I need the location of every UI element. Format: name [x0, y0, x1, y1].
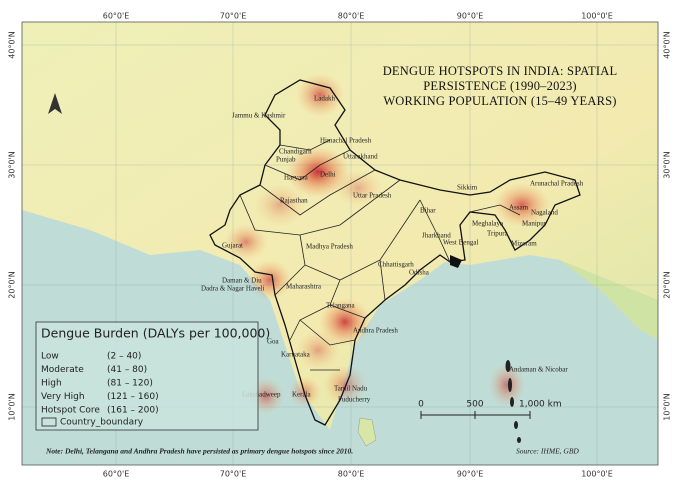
region-label: Bihar [420, 207, 436, 215]
region-label: Dadra & Nagar Haveli [201, 285, 265, 293]
state-boundaries [239, 139, 521, 371]
region-label: Rajasthan [280, 197, 308, 205]
lon-label: 70°0'E [220, 470, 247, 479]
region-label: Manipur [522, 220, 547, 228]
graticule-labels: 60°0'E 70°0'E 80°0'E 90°0'E 100°0'E 60°0… [8, 12, 672, 479]
lat-label: 30°0'N [663, 151, 672, 178]
lon-label: 80°0'E [338, 470, 365, 479]
region-label: Puducherry [338, 396, 371, 404]
region-label: Uttarakhand [343, 153, 378, 161]
region-label: Arunachal Pradesh [530, 180, 584, 188]
legend-class: Hotspot Core [41, 406, 100, 416]
region-label: Odisha [409, 269, 430, 277]
lon-label: 100°0'E [581, 470, 613, 479]
lon-label: 80°0'E [338, 12, 365, 21]
region-label: Andhra Pradesh [353, 327, 398, 335]
lat-label: 20°0'N [663, 271, 672, 298]
region-label: Jammu & Kashmir [232, 112, 286, 120]
region-label: Punjab [276, 156, 296, 164]
region-label: Jharkhand [422, 232, 451, 240]
lat-label: 40°0'N [8, 31, 17, 58]
title-line: PERSISTENCE (1990–2023) [423, 79, 577, 93]
lat-label: 30°0'N [8, 151, 17, 178]
region-label: Meghalaya [472, 220, 504, 228]
region-label: Assam [509, 204, 529, 212]
sri-lanka [357, 417, 377, 447]
lon-label: 100°0'E [581, 12, 613, 21]
region-label: Karnataka [281, 351, 311, 359]
region-label: Tamil Nadu [334, 385, 368, 393]
legend-range: (41 – 80) [107, 365, 147, 375]
lon-label: 90°0'E [457, 12, 484, 21]
region-label: Kerala [292, 391, 312, 399]
legend-range: (81 – 120) [107, 379, 153, 389]
lon-label: 60°0'E [103, 12, 130, 21]
region-label: Andaman & Nicobar [509, 366, 568, 374]
region-label: Madhya Pradesh [306, 243, 353, 251]
map-frame [21, 21, 659, 466]
region-label: Haryana [284, 174, 309, 182]
region-label: Gujarat [222, 242, 243, 250]
lat-label: 20°0'N [8, 271, 17, 298]
lon-label: 60°0'E [103, 470, 130, 479]
scale-label: 0 [418, 400, 424, 410]
region-label: Tripura [487, 230, 509, 238]
legend-title: Dengue Burden (DALYs per 100,000) [41, 326, 270, 341]
lat-label: 10°0'N [8, 393, 17, 420]
landmass [22, 22, 658, 430]
india-boundary [209, 79, 581, 426]
region-label: Nagaland [531, 209, 558, 217]
legend-range: (2 – 40) [107, 352, 141, 362]
lon-label: 70°0'E [220, 12, 247, 21]
legend-class: Very High [41, 392, 85, 402]
region-label: Telangana [326, 302, 356, 310]
legend-range: (161 – 200) [107, 406, 159, 416]
region-label: Sikkim [457, 184, 478, 192]
legend-class: High [41, 379, 62, 389]
sundarbans [450, 255, 462, 268]
scale-label: 500 [466, 400, 483, 410]
legend-swatch [41, 417, 57, 427]
region-label: Chandigarh [279, 148, 312, 156]
legend-rows: Low (2 – 40) Moderate (41 – 80) High (81 – 12… [41, 352, 159, 416]
north-arrow [48, 93, 62, 114]
title-line: WORKING POPULATION (15–49 YEARS) [383, 94, 616, 108]
andaman-islands [505, 360, 521, 443]
legend-boundary: Country_boundary [60, 418, 144, 428]
region-label: Maharashtra [286, 283, 322, 291]
legend-class: Moderate [41, 365, 84, 375]
lat-label: 40°0'N [663, 31, 672, 58]
region-label: Himachal Pradesh [320, 137, 372, 145]
legend: Dengue Burden (DALYs per 100,000) Low (2 … [35, 321, 270, 431]
region-label: Delhi [320, 171, 336, 179]
legend-box [35, 321, 259, 431]
lon-label: 90°0'E [457, 470, 484, 479]
landmass-se [560, 260, 658, 340]
title-line: DENGUE HOTSPOTS IN INDIA: SPATIAL [383, 64, 618, 78]
scale-bar: 0 500 1,000 km [418, 400, 562, 419]
source: Source: IHME, GBD [516, 447, 579, 456]
legend-range: (121 – 160) [107, 392, 159, 402]
note: Note: Delhi, Telangana and Andhra Prades… [45, 447, 353, 456]
region-label: West Bengal [443, 239, 478, 247]
region-label: Mizoram [511, 240, 537, 248]
scale-label: 1,000 km [519, 400, 562, 410]
region-label: Chhattisgarh [378, 261, 414, 269]
region-label: Daman & Diu [222, 277, 262, 285]
legend-class: Low [41, 352, 59, 362]
region-label: Ladakh [314, 95, 335, 103]
region-label: Lakshadweep [242, 391, 281, 399]
lat-label: 10°0'N [663, 393, 672, 420]
region-label: Goa [267, 338, 280, 346]
region-label: Uttar Pradesh [353, 192, 392, 200]
region-labels: Ladakh Jammu & Kashmir Himachal Pradesh Cha… [201, 95, 584, 404]
